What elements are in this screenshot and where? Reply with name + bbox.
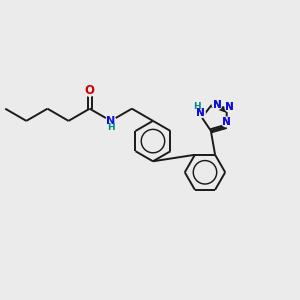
Circle shape bbox=[222, 117, 231, 127]
Text: N: N bbox=[226, 102, 234, 112]
Text: N: N bbox=[106, 116, 116, 126]
Circle shape bbox=[84, 85, 95, 96]
Text: O: O bbox=[85, 84, 95, 98]
Circle shape bbox=[196, 108, 205, 118]
Text: N: N bbox=[222, 117, 231, 127]
Text: H: H bbox=[107, 123, 115, 132]
Circle shape bbox=[225, 103, 235, 112]
Text: N: N bbox=[196, 108, 205, 118]
Text: H: H bbox=[193, 102, 200, 111]
Text: N: N bbox=[213, 100, 221, 110]
Text: N: N bbox=[226, 102, 234, 112]
Text: N: N bbox=[222, 117, 231, 127]
Circle shape bbox=[106, 116, 116, 126]
Text: N: N bbox=[196, 108, 205, 118]
Text: N: N bbox=[213, 100, 221, 110]
Circle shape bbox=[212, 100, 222, 110]
